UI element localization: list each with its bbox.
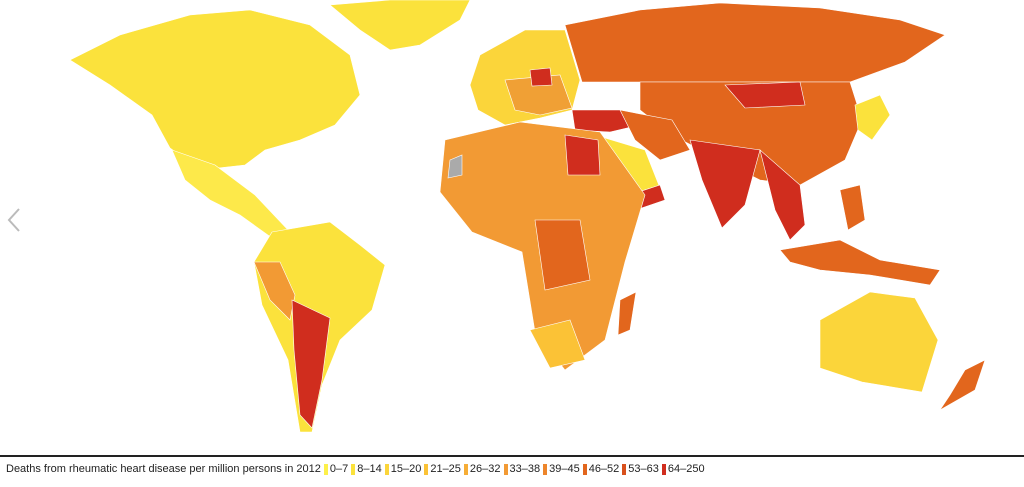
legend-swatch <box>424 463 429 475</box>
land <box>619 109 691 161</box>
legend-item: 39–45 <box>543 463 580 475</box>
legend-item: 46–52 <box>582 463 620 475</box>
legend-swatch <box>661 463 666 475</box>
legend-label: 39–45 <box>549 463 580 475</box>
legend-item: 21–25 <box>424 463 461 475</box>
land <box>564 2 946 83</box>
land <box>689 139 761 229</box>
legend-item: 8–14 <box>351 463 382 475</box>
legend-swatch <box>503 463 508 475</box>
land <box>447 154 463 179</box>
legend-label: 33–38 <box>509 463 541 475</box>
legend-swatch <box>463 463 468 475</box>
legend-item: 0–7 <box>323 463 349 475</box>
land <box>69 9 361 171</box>
land <box>759 149 806 241</box>
land <box>529 67 553 87</box>
land <box>564 134 601 176</box>
land <box>724 81 806 109</box>
caption: Deaths from rheumatic heart disease per … <box>6 463 321 475</box>
land <box>819 291 939 393</box>
legend-item: 26–32 <box>463 463 501 475</box>
legend-item: 15–20 <box>384 463 422 475</box>
legend-label: 53–63 <box>628 463 659 475</box>
legend-label: 0–7 <box>329 463 349 475</box>
legend-swatch <box>582 463 587 475</box>
legend-label: 8–14 <box>357 463 382 475</box>
arrow-icon <box>7 208 20 232</box>
land <box>854 94 891 141</box>
legend-swatch <box>622 463 627 475</box>
land <box>617 291 637 336</box>
land <box>529 319 586 369</box>
legend-item: 53–63 <box>622 463 659 475</box>
legend-swatch <box>323 463 328 475</box>
legend-swatch <box>384 463 389 475</box>
land <box>534 219 591 291</box>
divider <box>0 455 1024 457</box>
land <box>939 359 986 411</box>
legend-swatch <box>351 463 356 475</box>
legend-label: 46–52 <box>588 463 620 475</box>
legend-item: 64–250 <box>661 463 705 475</box>
legend-label: 26–32 <box>469 463 501 475</box>
legend-label: 15–20 <box>390 463 422 475</box>
land <box>779 239 941 286</box>
legend-label: 64–250 <box>667 463 705 475</box>
legend-swatch <box>543 463 548 475</box>
land <box>329 0 471 51</box>
world-map <box>69 0 986 433</box>
legend-item: 33–38 <box>503 463 541 475</box>
legend-label: 21–25 <box>430 463 461 475</box>
land <box>839 184 866 231</box>
legend: Deaths from rheumatic heart disease per … <box>6 463 705 475</box>
previous-arrow[interactable] <box>4 205 24 235</box>
land <box>291 299 331 429</box>
